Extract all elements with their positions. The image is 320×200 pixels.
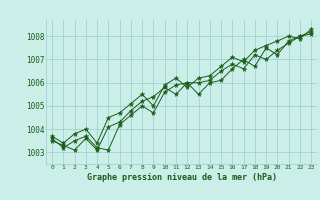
X-axis label: Graphe pression niveau de la mer (hPa): Graphe pression niveau de la mer (hPa) — [87, 173, 276, 182]
